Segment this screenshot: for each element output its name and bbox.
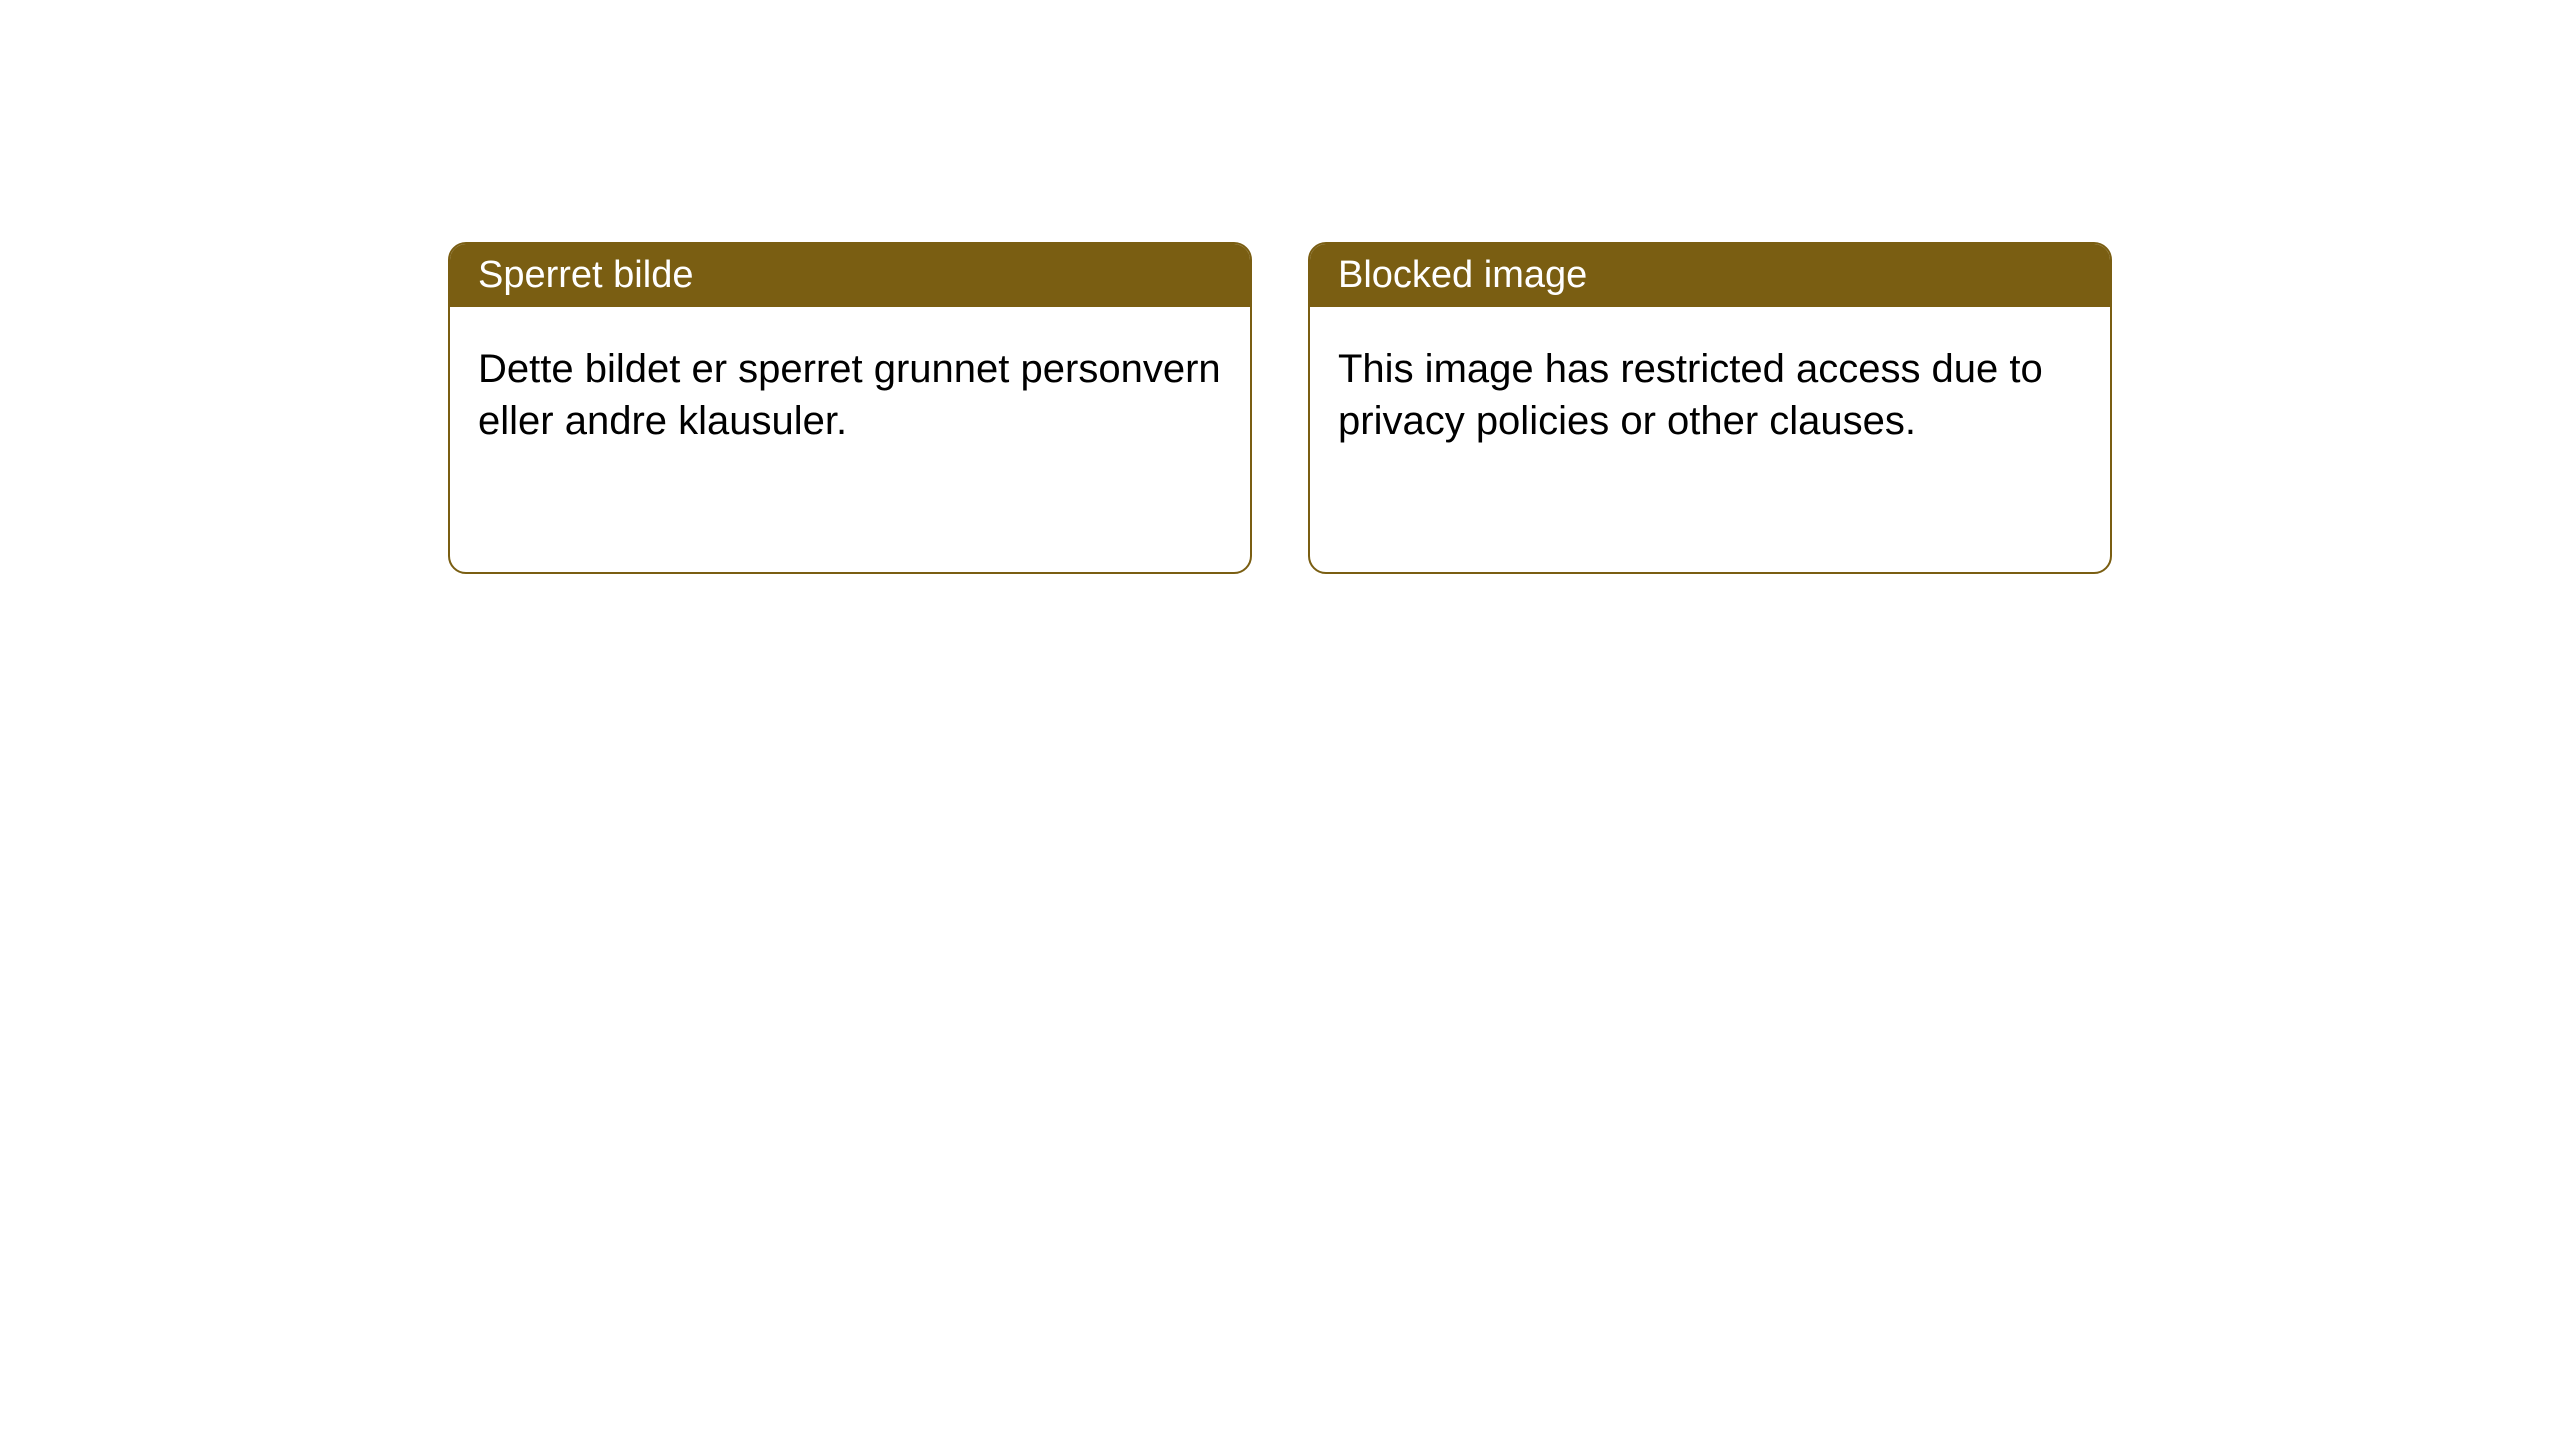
notice-message: This image has restricted access due to … (1338, 347, 2043, 443)
notice-header: Blocked image (1310, 244, 2110, 307)
notice-title: Blocked image (1338, 254, 1587, 296)
notice-header: Sperret bilde (450, 244, 1250, 307)
notice-box-norwegian: Sperret bilde Dette bildet er sperret gr… (448, 242, 1252, 574)
notice-box-english: Blocked image This image has restricted … (1308, 242, 2112, 574)
notice-body: Dette bildet er sperret grunnet personve… (450, 307, 1250, 483)
notice-container: Sperret bilde Dette bildet er sperret gr… (0, 0, 2560, 574)
notice-body: This image has restricted access due to … (1310, 307, 2110, 483)
notice-message: Dette bildet er sperret grunnet personve… (478, 347, 1221, 443)
notice-title: Sperret bilde (478, 254, 693, 296)
